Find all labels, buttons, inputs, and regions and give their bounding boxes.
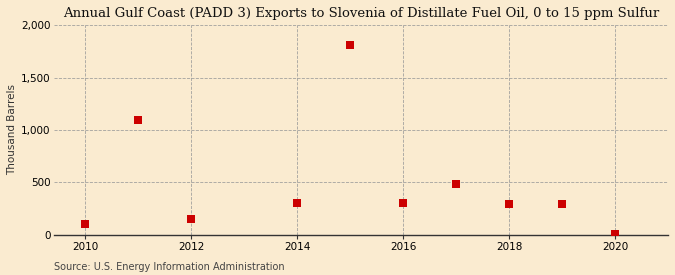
Point <box>292 201 302 205</box>
Point <box>133 117 144 122</box>
Point <box>80 222 90 226</box>
Point <box>345 43 356 47</box>
Point <box>557 202 568 207</box>
Point <box>451 181 462 186</box>
Title: Annual Gulf Coast (PADD 3) Exports to Slovenia of Distillate Fuel Oil, 0 to 15 p: Annual Gulf Coast (PADD 3) Exports to Sl… <box>63 7 659 20</box>
Y-axis label: Thousand Barrels: Thousand Barrels <box>7 84 17 175</box>
Point <box>398 201 408 205</box>
Point <box>186 217 196 221</box>
Point <box>610 232 620 236</box>
Point <box>504 202 514 207</box>
Text: Source: U.S. Energy Information Administration: Source: U.S. Energy Information Administ… <box>54 262 285 272</box>
